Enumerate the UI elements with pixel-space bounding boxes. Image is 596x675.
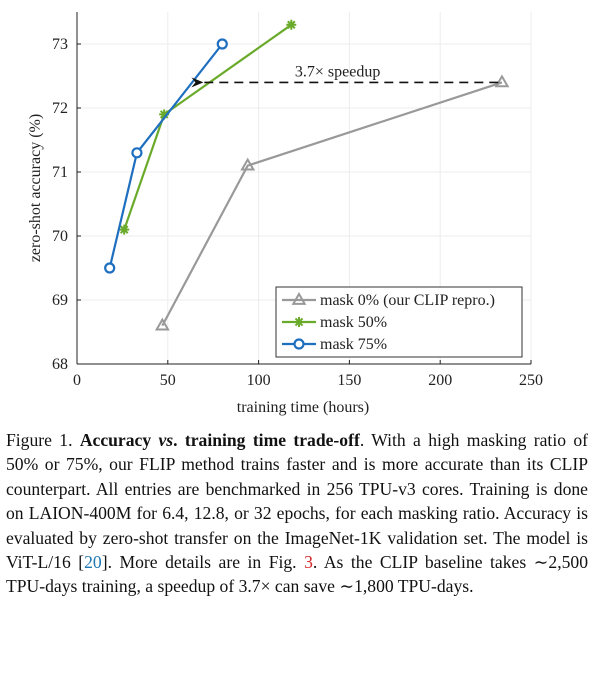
circle-marker — [104, 262, 116, 274]
x-tick-label: 50 — [160, 372, 176, 389]
figure-link[interactable]: 3 — [304, 552, 313, 573]
y-axis-label: zero-shot accuracy (%) — [27, 114, 44, 262]
triangle-marker — [154, 317, 170, 331]
legend-label: mask 50% — [320, 314, 387, 331]
series-line — [108, 43, 224, 269]
legend: mask 0% (our CLIP repro.) mask 50% mask 75… — [275, 286, 523, 358]
y-tick-label: 69 — [52, 292, 68, 309]
star-marker — [294, 317, 304, 327]
citation-link[interactable]: 20 — [84, 552, 102, 573]
speedup-label: 3.7× speedup — [295, 63, 380, 80]
star-marker — [119, 224, 130, 235]
y-tick-label: 73 — [52, 36, 68, 53]
series-layer — [104, 19, 510, 331]
x-tick-label: 150 — [337, 372, 361, 389]
legend-label: mask 75% — [320, 336, 387, 353]
y-tick-label: 68 — [52, 356, 68, 373]
circle-marker — [216, 38, 228, 50]
y-tick-label: 71 — [52, 164, 68, 181]
x-tick-label: 100 — [247, 372, 271, 389]
caption-text-3: . As the CLIP baseline takes ∼2,500 TPU-… — [6, 552, 588, 597]
x-tick-label: 200 — [428, 372, 452, 389]
x-tick-label: 0 — [73, 372, 81, 389]
triangle-marker — [240, 157, 256, 171]
caption-title: Accuracy vs. training time trade-off — [79, 430, 360, 450]
caption-text-1: . With a high masking ratio of 50% or 75… — [6, 430, 588, 573]
legend-label: mask 0% (our CLIP repro.) — [320, 292, 495, 309]
triangle-marker — [291, 291, 307, 305]
star-marker — [159, 109, 170, 120]
annotation: 3.7× speedup — [191, 63, 499, 88]
star-marker — [286, 19, 297, 30]
series-line — [123, 23, 292, 230]
x-tick-label: 250 — [519, 372, 543, 389]
y-tick-label: 72 — [52, 100, 68, 117]
legend-box — [275, 286, 523, 358]
chart: 0 50 100 150 200 250 68 69 70 71 72 73 3.7× speedup… — [27, 12, 543, 416]
triangle-marker — [494, 74, 510, 88]
x-axis-label: training time (hours) — [237, 399, 369, 416]
axes: 0 50 100 150 200 250 68 69 70 71 72 73 — [52, 12, 543, 389]
circle-marker — [131, 147, 143, 159]
y-tick-label: 70 — [52, 228, 68, 245]
figure-caption: Figure 1. Accuracy vs. training time tra… — [6, 428, 588, 599]
series-line — [161, 81, 503, 327]
caption-label: Figure 1. — [6, 430, 73, 450]
circle-marker — [293, 338, 305, 350]
caption-text-2: ]. More details are in Fig. — [101, 552, 305, 573]
